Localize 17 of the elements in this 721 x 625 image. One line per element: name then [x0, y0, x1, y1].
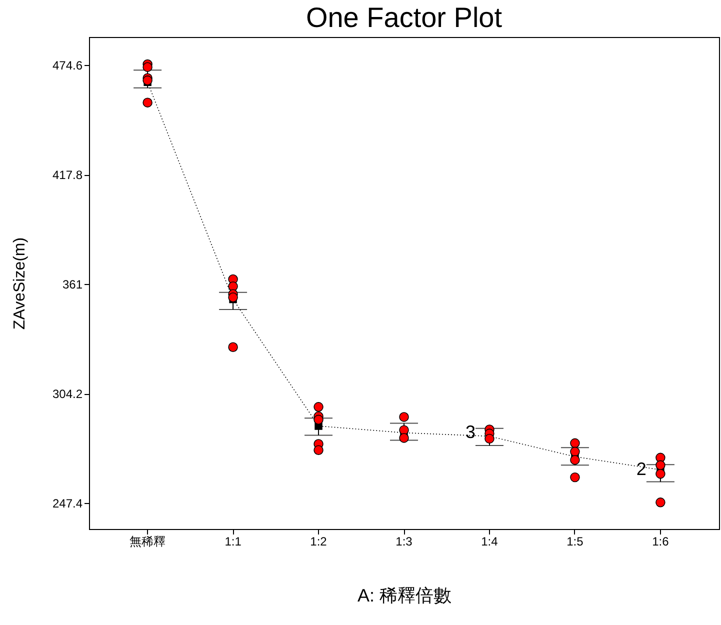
- y-tick-label: 417.8: [52, 168, 83, 182]
- y-axis-title: ZAveSize(m): [11, 237, 28, 330]
- x-tick-label: 1:6: [652, 534, 670, 548]
- x-tick-label: 1:1: [224, 534, 242, 548]
- x-tick-label: 1:5: [566, 534, 584, 548]
- x-tick-label: 1:3: [396, 534, 413, 548]
- x-tick-label: 1:2: [310, 534, 328, 548]
- annotation: 3: [465, 422, 476, 442]
- y-tick-label: 361: [62, 278, 83, 292]
- y-tick-label: 304.2: [52, 387, 83, 402]
- y-tick-label: 247.4: [52, 496, 83, 511]
- x-axis-title: A: 稀釋倍數: [357, 586, 452, 606]
- annotation: 2: [636, 458, 646, 479]
- y-tick-label: 474.6: [52, 58, 83, 72]
- chart-title: One Factor Plot: [306, 2, 502, 33]
- x-tick-label: 無稀釋: [130, 534, 166, 548]
- x-tick-label: 1:4: [481, 534, 498, 548]
